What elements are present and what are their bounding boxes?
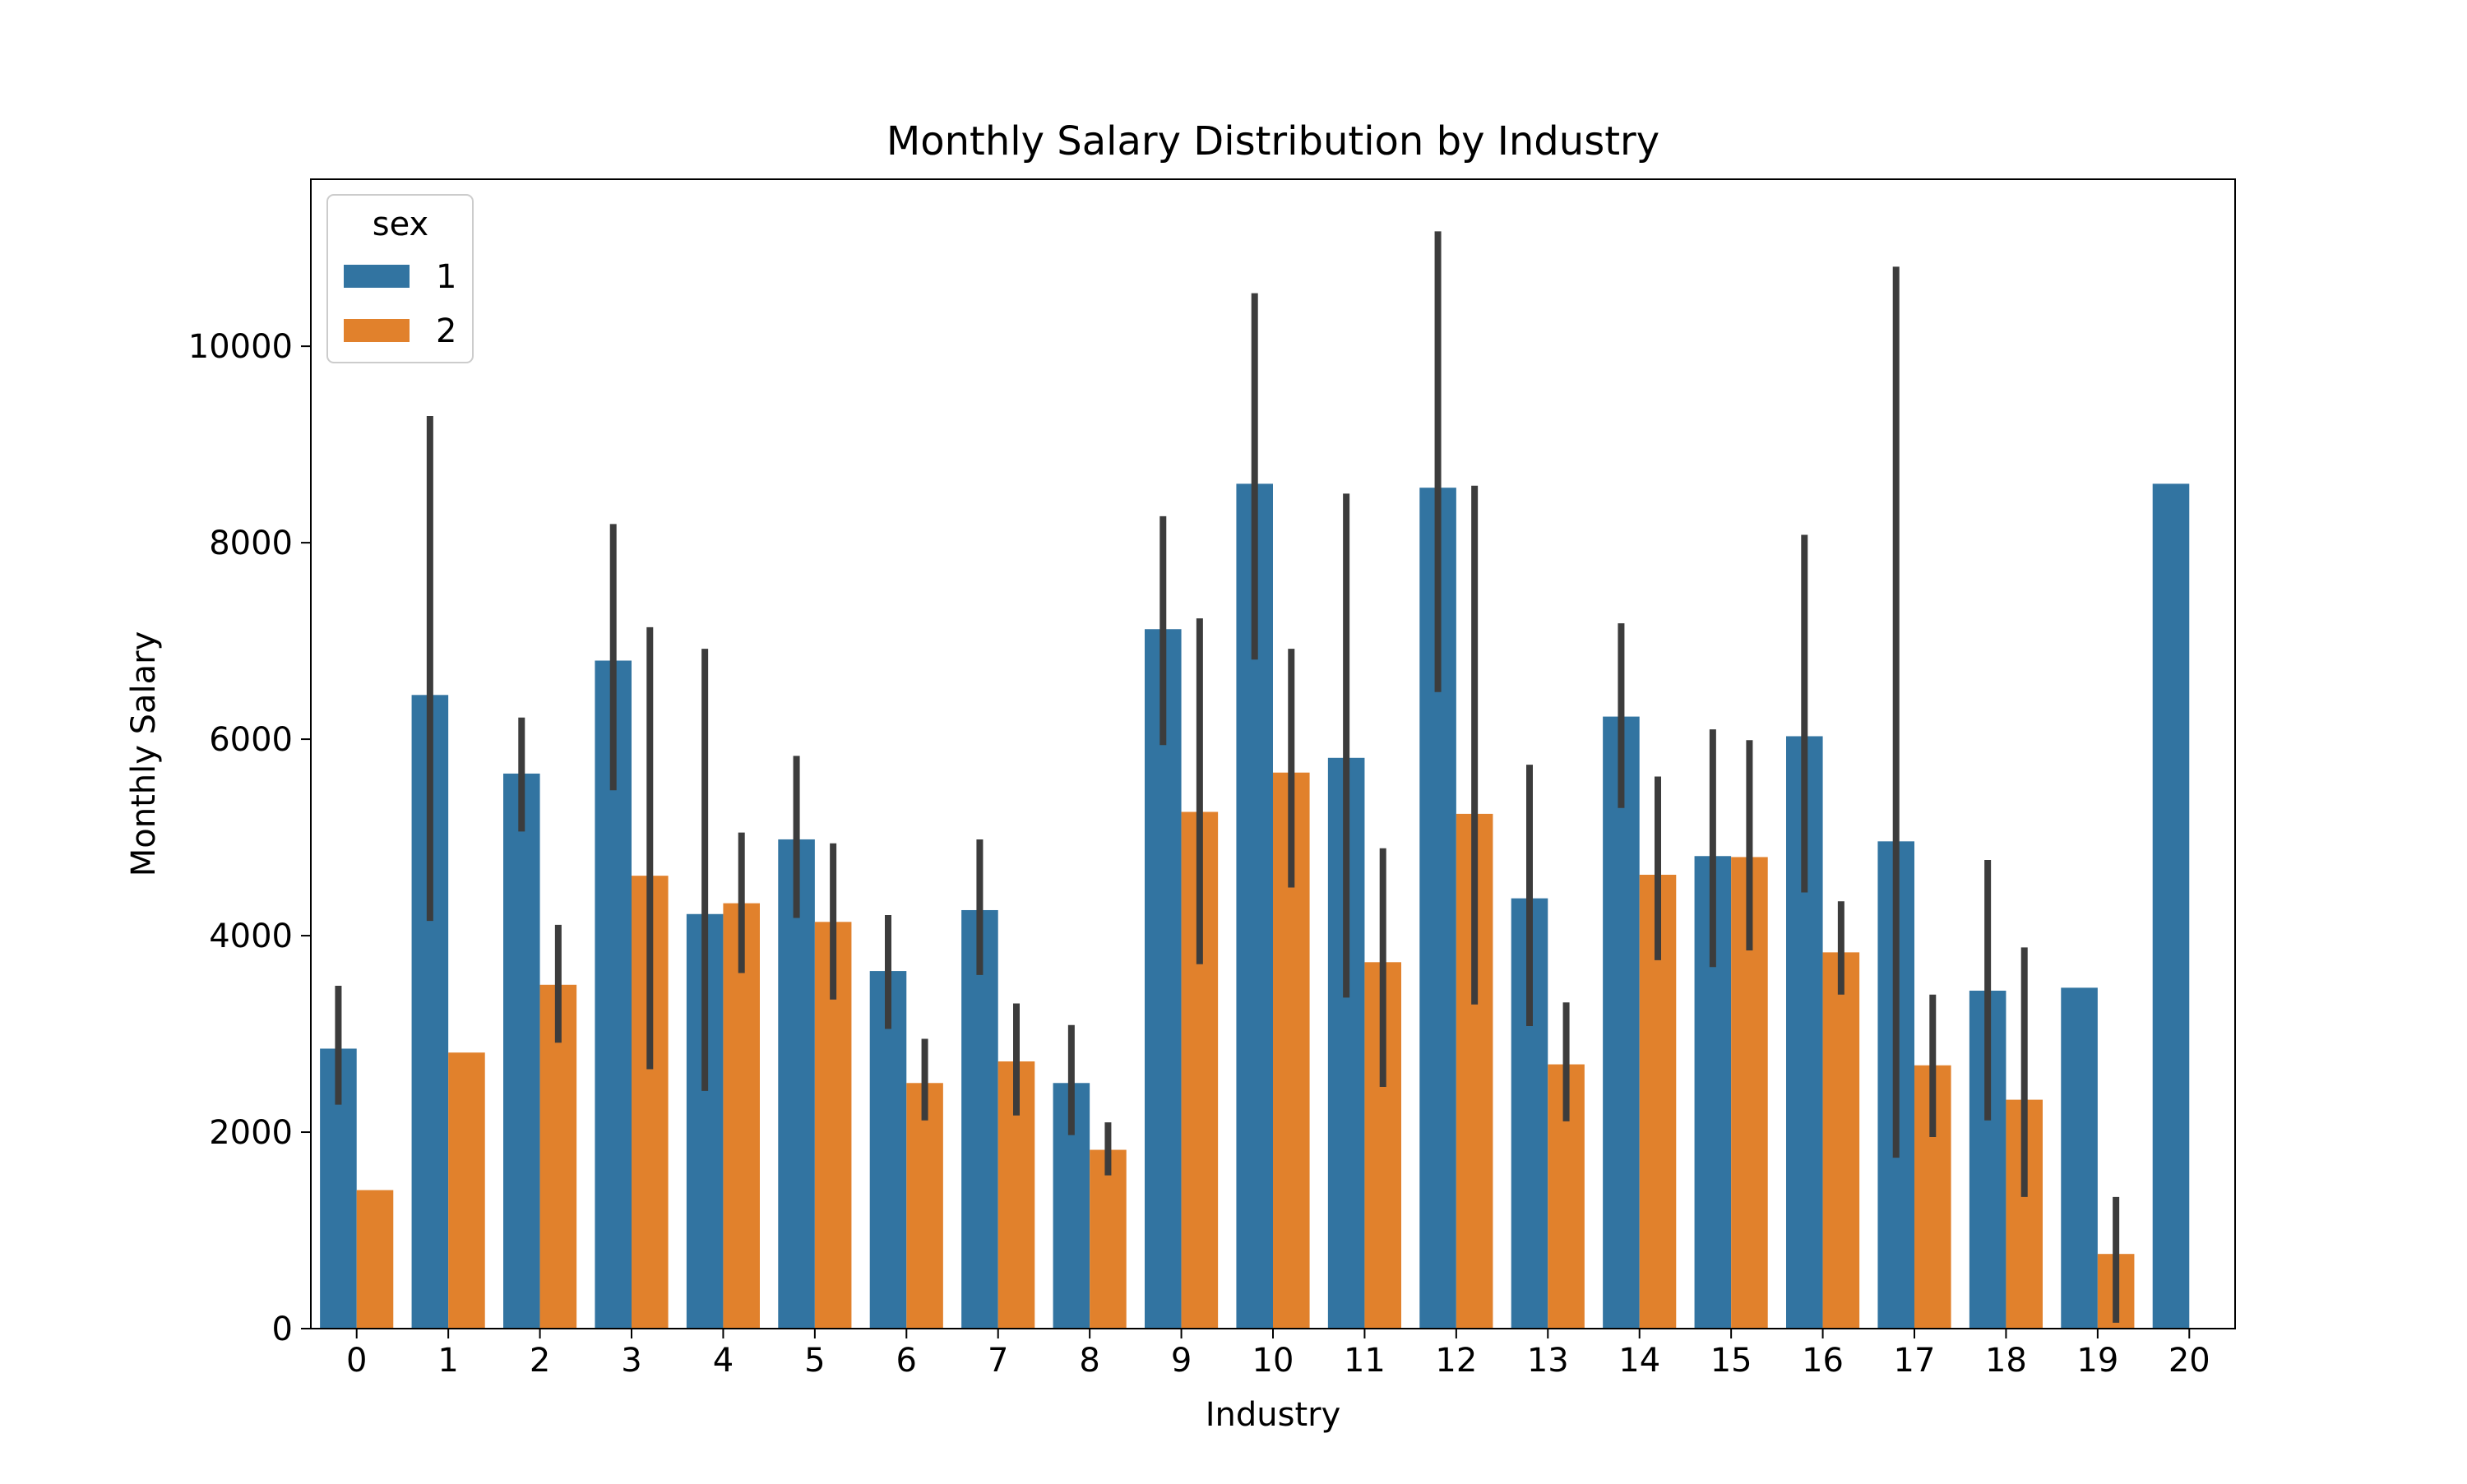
legend-title: sex (373, 206, 428, 243)
y-axis-label: Monthly Salary (125, 631, 163, 877)
bar-sex-2-industry-16 (1822, 952, 1860, 1329)
legend-label-series-1: 1 (436, 258, 456, 296)
bar-sex-2-industry-1 (448, 1052, 485, 1329)
x-tick-label-12: 12 (1435, 1342, 1477, 1380)
bar-sex-2-industry-8 (1090, 1149, 1127, 1329)
y-tick-label-0: 0 (272, 1311, 293, 1348)
bar-sex-1-industry-6 (869, 971, 907, 1329)
x-tick-label-2: 2 (530, 1342, 550, 1380)
x-tick-label-15: 15 (1710, 1342, 1752, 1380)
x-tick-label-8: 8 (1079, 1342, 1099, 1380)
x-tick-label-18: 18 (1985, 1342, 2027, 1380)
bars-layer (320, 483, 2190, 1329)
legend-label-series-2: 2 (436, 312, 456, 350)
bar-sex-2-industry-6 (906, 1083, 943, 1329)
x-tick-label-14: 14 (1618, 1342, 1660, 1380)
x-tick-label-7: 7 (988, 1342, 1008, 1380)
y-tick-label-8000: 8000 (209, 525, 293, 562)
x-tick-label-20: 20 (2168, 1342, 2210, 1380)
bar-sex-1-industry-19 (2061, 987, 2098, 1329)
x-axis-label: Industry (1206, 1396, 1341, 1434)
legend-swatch-series-2 (344, 319, 410, 342)
bar-sex-1-industry-2 (503, 773, 540, 1329)
y-tick-label-10000: 10000 (188, 328, 293, 366)
errorbars-layer (335, 231, 2120, 1323)
x-tick-label-16: 16 (1802, 1342, 1844, 1380)
x-tick-label-0: 0 (346, 1342, 367, 1380)
y-tick-label-6000: 6000 (209, 721, 293, 759)
bar-sex-1-industry-9 (1145, 629, 1182, 1329)
x-tick-label-4: 4 (713, 1342, 734, 1380)
x-tick-label-19: 19 (2076, 1342, 2118, 1380)
x-tick-label-17: 17 (1894, 1342, 1936, 1380)
bar-sex-1-industry-5 (778, 839, 815, 1329)
x-tick-label-13: 13 (1527, 1342, 1569, 1380)
x-tick-label-10: 10 (1252, 1342, 1294, 1380)
x-tick-label-6: 6 (896, 1342, 917, 1380)
y-tick-label-2000: 2000 (209, 1114, 293, 1152)
bar-sex-1-industry-7 (961, 909, 998, 1329)
y-tick-label-4000: 4000 (209, 918, 293, 955)
bar-sex-2-industry-0 (356, 1190, 394, 1329)
chart-title: Monthly Salary Distribution by Industry (886, 118, 1659, 164)
x-tick-label-11: 11 (1344, 1342, 1386, 1380)
bar-sex-2-industry-4 (723, 903, 760, 1329)
y-axis: 0 2000 4000 6000 8000 10000 (188, 328, 311, 1348)
bar-sex-1-industry-14 (1603, 716, 1640, 1329)
legend-swatch-series-1 (344, 265, 410, 288)
x-axis: 0 1 2 3 4 5 6 7 8 9 10 11 12 13 14 15 16 17 18 19 20 (346, 1329, 2210, 1380)
x-tick-label-3: 3 (621, 1342, 641, 1380)
legend: sex 1 2 (326, 194, 474, 363)
x-tick-label-9: 9 (1171, 1342, 1192, 1380)
x-tick-label-1: 1 (437, 1342, 458, 1380)
bar-sex-1-industry-20 (2152, 483, 2190, 1329)
x-tick-label-5: 5 (804, 1342, 825, 1380)
